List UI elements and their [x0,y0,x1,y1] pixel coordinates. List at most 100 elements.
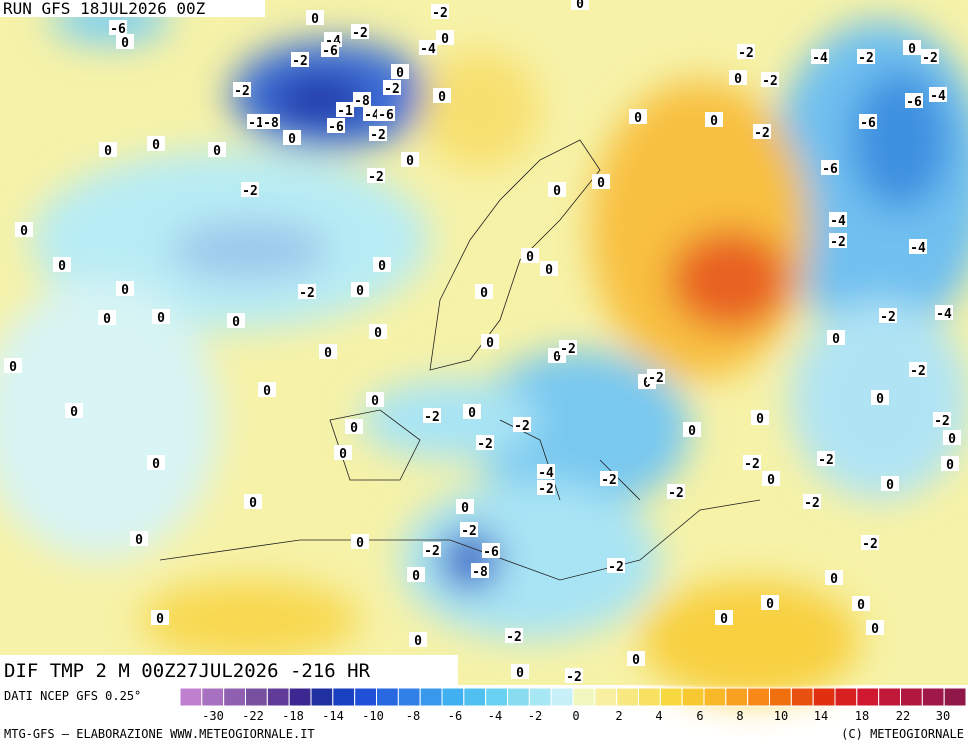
contour-label-bg [65,403,83,418]
colorbar-swatch [834,687,858,707]
contour-label: -2 [514,419,530,434]
contour-label: 0 [152,138,160,153]
contour-label-bg [423,408,441,423]
contour-label-bg [151,610,169,625]
colorbar-tick-label: 10 [774,709,788,723]
contour-label-bg [861,535,879,550]
contour-label-bg [373,257,391,272]
colorbar-swatch [463,687,487,707]
contour-label: 0 [9,360,17,375]
contour-label: -1 [337,104,353,119]
contour-label-bg [433,88,451,103]
contour-label: 0 [213,144,221,159]
contour-label: 0 [576,0,584,12]
contour-label: 0 [311,12,319,27]
colorbar-swatch [703,687,727,707]
contour-label-bg [116,281,134,296]
contour-label-bg [116,34,134,49]
contour-label-bg [537,464,555,479]
contour-label-bg [481,334,499,349]
contour-label-bg [825,570,843,585]
contour-label: -2 [922,51,938,66]
contour-label-bg [475,284,493,299]
contour-label-bg [334,445,352,460]
contour-label-bg [829,233,847,248]
contour-label-bg [471,563,489,578]
contour-label-bg [829,212,847,227]
contour-label-bg [419,40,437,55]
contour-label-bg [929,87,947,102]
contour-label: 0 [156,612,164,627]
contour-label: 0 [553,184,561,199]
contour-label: -4 [538,466,554,481]
contour-label: 0 [20,224,28,239]
contour-label: 0 [756,412,764,427]
colorbar-swatch [878,687,902,707]
contour-label: -4 [936,307,952,322]
contour-label-bg [407,567,425,582]
contour-label-bg [147,136,165,151]
contour-label-bg [130,531,148,546]
contour-label: -2 [754,126,770,141]
colorbar-swatch [223,687,247,707]
contour-label-bg [391,64,409,79]
contour-label-bg [761,595,779,610]
contour-label: -2 [234,84,250,99]
contour-label-bg [460,522,478,537]
contour-label-bg [258,382,276,397]
contour-label: 0 [356,536,364,551]
contour-label: 0 [103,312,111,327]
contour-label-bg [852,596,870,611]
contour-label-bg [409,632,427,647]
contour-label-bg [233,82,251,97]
contour-label: 0 [710,114,718,129]
contour-label: 0 [857,598,865,613]
contour-label-bg [715,610,733,625]
colorbar-tick-label: -18 [282,709,304,723]
contour-label: -2 [648,371,664,386]
contour-label: -2 [299,286,315,301]
copyright-label: (C) METEOGIORNALE [841,727,964,741]
field-label: DIF TMP 2 M 00Z27JUL2026 -216 HR [4,660,371,682]
contour-label: -6 [860,116,876,131]
contour-label: 0 [414,634,422,649]
contour-label-bg [147,455,165,470]
contour-label-bg [351,24,369,39]
contour-label-bg [909,239,927,254]
contour-label: -6 [110,22,126,37]
contour-label-bg [336,102,354,117]
contour-label-bg [629,109,647,124]
source-label: DATI NCEP GFS 0.25° [4,689,141,703]
colorbar-swatch [725,687,749,707]
contour-label: 0 [688,424,696,439]
contour-label: -2 [242,184,258,199]
contour-label: 0 [263,384,271,399]
contour-label: -2 [352,26,368,41]
contour-label-bg [53,257,71,272]
contour-label: -6 [483,545,499,560]
colorbar-swatch [747,687,771,707]
contour-label-bg [909,362,927,377]
colorbar-swatch [681,687,705,707]
contour-label: 0 [371,394,379,409]
contour-label-bg [513,417,531,432]
contour-label: -8 [354,94,370,109]
contour-label-bg [241,182,259,197]
contour-label: -6 [328,120,344,135]
contour-label-bg [366,392,384,407]
contour-label: -6 [822,162,838,177]
contour-label: -6 [322,44,338,59]
contour-label-bg [431,4,449,19]
contour-label: -2 [432,6,448,21]
contour-label-bg [463,404,481,419]
contour-label: -4 [812,51,828,66]
colorbar-swatch [594,687,618,707]
colorbar-swatch [310,687,334,707]
colorbar-swatch [572,687,596,707]
contour-label: -2 [818,453,834,468]
contour-label: -2 [538,482,554,497]
contour-label-bg [729,70,747,85]
colorbar-swatch [485,687,508,707]
contour-label: -6 [906,95,922,110]
contour-label: 0 [545,263,553,278]
